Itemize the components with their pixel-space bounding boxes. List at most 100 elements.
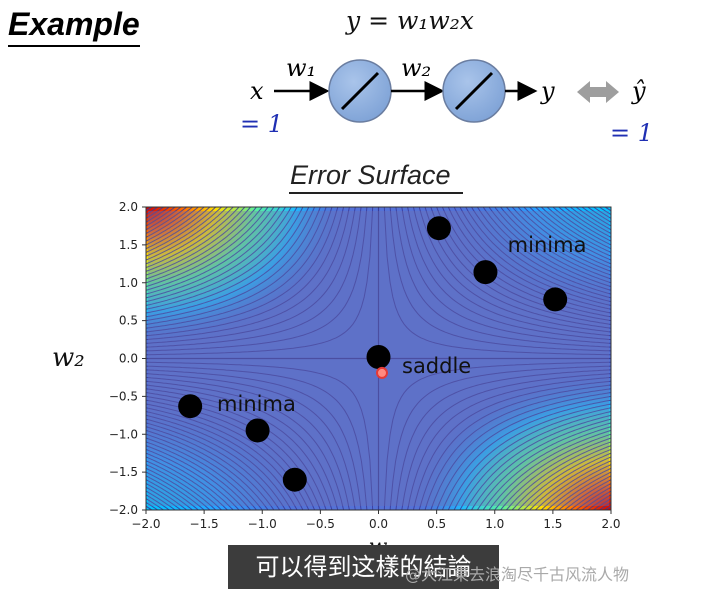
- error-surface-plot: −2.0 −1.5 −1.0 −0.5 0.0 0.5 1.0 1.5 2.0 2.0 1.5 1.0…: [109, 200, 621, 560]
- contour-line: [146, 207, 205, 246]
- network-diagram: x w₁ w₂ y ŷ = 1 = 1: [240, 54, 653, 147]
- plot-title-underline: [289, 192, 463, 194]
- contour-line: [146, 414, 292, 510]
- contour-line: [146, 207, 374, 356]
- contour-line: [453, 207, 611, 310]
- contour-line: [146, 395, 321, 510]
- annotation-saddle: saddle: [402, 354, 471, 378]
- contour-line: [604, 505, 611, 510]
- contour-line: [511, 445, 611, 510]
- contour-line: [146, 207, 199, 242]
- plot-title: Error Surface: [290, 160, 451, 190]
- contour-line: [447, 207, 611, 314]
- contour-line: [441, 207, 611, 318]
- contour-line: [604, 207, 611, 212]
- contour-line: [424, 207, 611, 329]
- contour-line: [575, 207, 611, 231]
- contour-line: [436, 395, 611, 510]
- x-tick-label: −1.5: [190, 517, 219, 531]
- contour-line: [482, 426, 611, 510]
- contour-line: [529, 456, 611, 510]
- contour-line: [523, 207, 611, 265]
- contour-line: [395, 207, 611, 348]
- contour-line: [436, 207, 611, 322]
- contour-line: [430, 392, 611, 510]
- contour-line: [476, 207, 611, 295]
- x-tick-label: −2.0: [131, 517, 160, 531]
- minima-point: [543, 287, 568, 312]
- contour-line: [535, 460, 611, 510]
- contour-line: [146, 411, 298, 510]
- contour-line: [389, 365, 611, 510]
- contour-line: [558, 475, 611, 510]
- y-tick-label: 0.0: [119, 352, 138, 366]
- contour-line: [401, 373, 611, 510]
- contour-line: [146, 207, 304, 310]
- contour-line: [506, 441, 611, 510]
- contour-line: [146, 430, 269, 510]
- y-tick-label: 2.0: [119, 200, 138, 214]
- contour-line: [459, 411, 611, 510]
- contour-line: [146, 407, 304, 510]
- contour-line: [146, 207, 158, 215]
- contour-line: [471, 418, 611, 510]
- contour-line: [146, 361, 374, 510]
- contour-line: [146, 365, 368, 510]
- contour-line: [146, 373, 356, 510]
- y-tick-label: −1.0: [109, 427, 138, 441]
- contour-line: [581, 207, 611, 227]
- contour-line: [540, 207, 611, 253]
- contour-line: [146, 207, 263, 284]
- contour-line: [146, 505, 153, 510]
- contour-line: [146, 403, 310, 510]
- contour-line: [581, 490, 611, 510]
- equation: y = w₁w₂x: [346, 6, 474, 35]
- contour-line: [459, 207, 611, 306]
- input-value: = 1: [240, 110, 283, 138]
- contour-line: [383, 207, 611, 356]
- contour-line: [146, 498, 164, 510]
- contour-line: [146, 207, 345, 337]
- saddle-point: [366, 344, 391, 369]
- contour-line: [146, 437, 257, 510]
- contour-line: [430, 207, 611, 325]
- contour-line: [146, 207, 292, 303]
- contour-line: [529, 207, 611, 261]
- double-arrow-icon: [577, 81, 619, 103]
- x-tick-label: −1.0: [248, 517, 277, 531]
- contour-line: [418, 207, 611, 333]
- y-tick-label: −1.5: [109, 465, 138, 479]
- contour-line: [407, 376, 611, 510]
- annotation-minima: minima: [508, 233, 587, 257]
- contour-line: [575, 486, 611, 510]
- contour-line: [593, 207, 611, 219]
- contour-line: [587, 207, 611, 223]
- y-tick-label: −2.0: [109, 503, 138, 517]
- contour-line: [146, 483, 188, 510]
- contour-line: [488, 430, 611, 510]
- contour-line: [465, 207, 611, 303]
- minima-point: [178, 394, 203, 419]
- contour-line: [146, 433, 263, 510]
- contour-line: [146, 207, 170, 223]
- current-point: [375, 366, 388, 379]
- contour-line: [517, 207, 611, 269]
- y-tick-label: 1.0: [119, 276, 138, 290]
- subtitle-caption: 可以得到这樣的結論: [228, 545, 499, 589]
- contour-line: [441, 399, 611, 510]
- contour-line: [517, 448, 611, 510]
- y-tick-label: 0.5: [119, 314, 138, 328]
- slide-title: Example: [8, 6, 140, 42]
- contour-line: [569, 483, 611, 510]
- contour-line: [587, 494, 611, 510]
- contour-line: [146, 207, 217, 253]
- contour-line: [146, 207, 281, 295]
- contour-line: [412, 207, 611, 337]
- contour-line: [146, 207, 269, 287]
- contour-line: [383, 361, 611, 510]
- contour-line: [146, 479, 193, 510]
- contour-line: [546, 207, 611, 250]
- contour-line: [146, 207, 240, 269]
- minima-point: [426, 216, 451, 241]
- contour-line: [146, 207, 339, 333]
